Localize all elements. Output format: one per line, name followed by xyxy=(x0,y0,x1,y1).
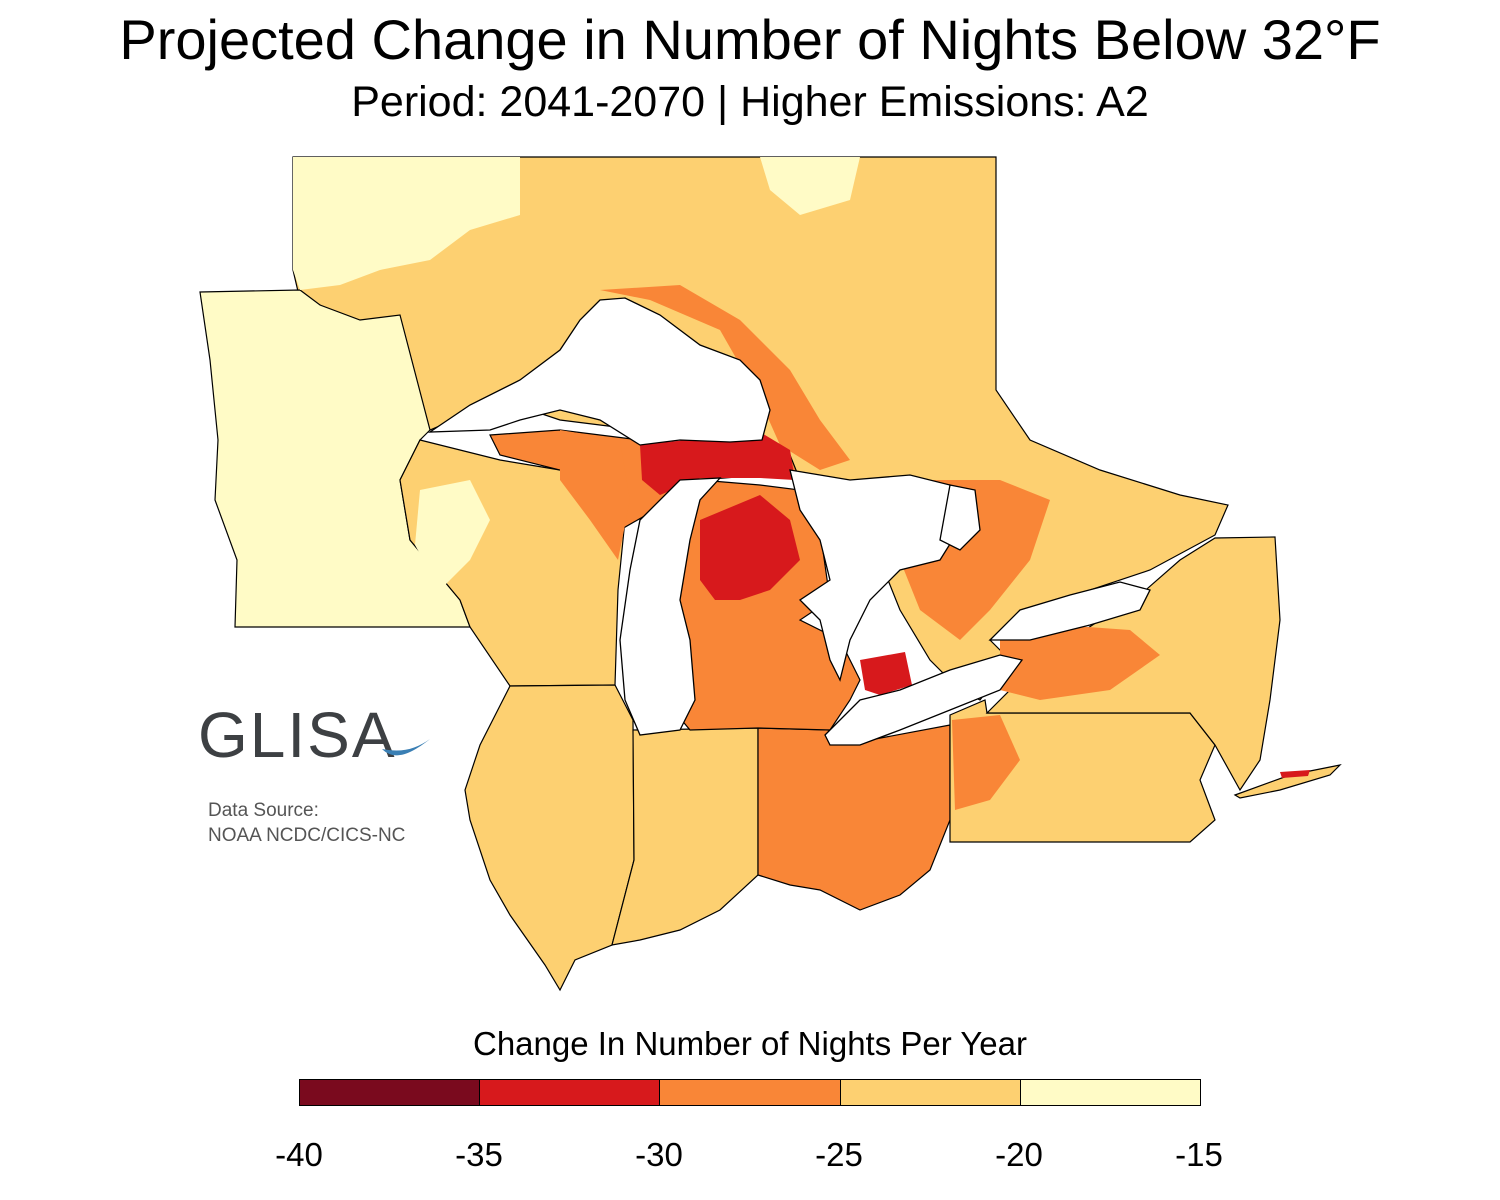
data-source-value: NOAA NCDC/CICS-NC xyxy=(208,825,406,846)
legend-bin-2 xyxy=(660,1080,841,1105)
lake-erie xyxy=(824,654,1024,746)
legend-bin-4 xyxy=(1020,1080,1201,1105)
ohio-region xyxy=(757,724,951,911)
map-subtitle: Period: 2041-2070 | Higher Emissions: A2 xyxy=(351,78,1149,126)
legend-tick-label: -40 xyxy=(275,1136,323,1173)
legend-bin-3 xyxy=(840,1080,1021,1105)
glisa-wave-icon xyxy=(382,739,430,756)
legend-tick-label: -30 xyxy=(635,1136,683,1173)
legend-bin-0 xyxy=(300,1080,481,1105)
legend-tick-label: -35 xyxy=(455,1136,503,1173)
light-patch-north xyxy=(293,157,520,290)
data-source-label: Data Source: xyxy=(208,800,319,821)
legend-title: Change In Number of Nights Per Year xyxy=(473,1025,1027,1062)
legend-tick-label: -20 xyxy=(995,1136,1043,1173)
illinois-region xyxy=(464,684,635,992)
lake-huron xyxy=(789,469,966,682)
red-patch-upper-michigan xyxy=(640,432,795,495)
georgian-bay xyxy=(939,484,981,551)
orange-band-pennsylvania xyxy=(952,715,1020,810)
lake-ontario xyxy=(988,581,1151,641)
red-patch-long-island xyxy=(1280,770,1310,778)
light-patch-northeast xyxy=(760,157,860,215)
legend-tick-label: -15 xyxy=(1175,1136,1223,1173)
legend-colorbar xyxy=(299,1079,1201,1106)
orange-band-wisconsin xyxy=(560,430,630,560)
red-patch-lower-michigan xyxy=(700,495,800,600)
legend-tick-label: -25 xyxy=(815,1136,863,1173)
light-patch-wisconsin xyxy=(415,480,490,590)
lake-superior xyxy=(427,297,771,446)
lake-michigan xyxy=(619,477,722,736)
orange-band-superior xyxy=(600,285,850,470)
red-patch-lake-erie-shore xyxy=(860,652,912,695)
map-title: Projected Change in Number of Nights Bel… xyxy=(119,8,1381,71)
data-source: Data Source: NOAA NCDC/CICS-NC xyxy=(208,798,405,848)
orange-band-ontario xyxy=(1000,625,1160,700)
glisa-logo: GLISA xyxy=(198,699,397,771)
indiana-region xyxy=(611,727,759,946)
legend-bin-1 xyxy=(480,1080,661,1105)
pennsylvania-region xyxy=(949,699,1216,843)
